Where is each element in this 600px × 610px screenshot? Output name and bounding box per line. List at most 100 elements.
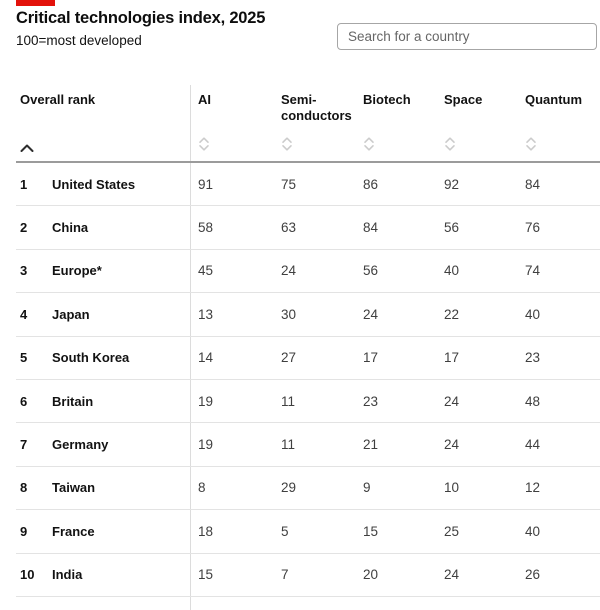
country-cell: Japan xyxy=(52,306,90,322)
column-header[interactable]: Biotech xyxy=(355,85,436,161)
value-cell: 24 xyxy=(444,393,460,409)
value-cell: 76 xyxy=(525,220,541,236)
sort-unsorted-icon[interactable] xyxy=(525,136,600,152)
table-row: 8 Taiwan 8 29 9 10 12 xyxy=(16,467,600,511)
value-cell: 12 xyxy=(525,480,541,496)
value-cell: 17 xyxy=(363,350,379,366)
country-cell: Taiwan xyxy=(52,480,96,496)
value-cell: 86 xyxy=(363,176,379,192)
value-cell: 84 xyxy=(525,176,541,192)
table-header-row: Overall rank AI Semi-conductors Biot xyxy=(16,85,600,163)
value-cell: 63 xyxy=(281,220,297,236)
rank-cell: 2 xyxy=(20,220,28,236)
column-header-label: Overall rank xyxy=(20,92,96,107)
table-row: 1 United States 91 75 86 92 84 xyxy=(16,163,600,207)
column-header-label: Space xyxy=(444,92,483,107)
sort-unsorted-icon[interactable] xyxy=(444,136,517,152)
value-cell: 14 xyxy=(198,350,214,366)
table-row: 4 Japan 13 30 24 22 40 xyxy=(16,293,600,337)
country-cell: India xyxy=(52,567,83,583)
column-header[interactable]: Quantum xyxy=(517,85,600,161)
value-cell: 23 xyxy=(363,393,379,409)
country-cell: France xyxy=(52,523,95,539)
value-cell: 48 xyxy=(525,393,541,409)
rank-cell: 9 xyxy=(20,523,28,539)
value-cell: 15 xyxy=(198,567,214,583)
country-cell: China xyxy=(52,220,89,236)
column-header[interactable]: Semi-conductors xyxy=(273,85,355,161)
column-header-label: Quantum xyxy=(525,92,583,107)
rank-country-cell: 9 France xyxy=(16,524,190,539)
rank-country-cell: 4 Japan xyxy=(16,307,190,322)
page-subtitle: 100=most developed xyxy=(16,33,142,48)
table-row: 10 India 15 7 20 24 26 xyxy=(16,554,600,597)
rank-cell: 8 xyxy=(20,480,28,496)
value-cell: 5 xyxy=(281,523,289,539)
value-cell: 45 xyxy=(198,263,214,279)
value-cell: 19 xyxy=(198,437,214,453)
value-cell: 40 xyxy=(525,306,541,322)
value-cell: 24 xyxy=(281,263,297,279)
value-cell: 56 xyxy=(444,220,460,236)
country-cell: Europe* xyxy=(52,263,102,279)
value-cell: 44 xyxy=(525,437,541,453)
table-body: 1 United States 91 75 86 92 84 2 China 5… xyxy=(16,163,600,597)
value-cell: 17 xyxy=(444,350,460,366)
rank-cell: 4 xyxy=(20,306,28,322)
ranking-table: Overall rank AI Semi-conductors Biot xyxy=(16,85,600,597)
rank-country-cell: 6 Britain xyxy=(16,394,190,409)
value-cell: 84 xyxy=(363,220,379,236)
country-cell: United States xyxy=(52,176,136,192)
column-header[interactable]: Space xyxy=(436,85,517,161)
rank-cell: 7 xyxy=(20,437,28,453)
rank-country-cell: 10 India xyxy=(16,567,190,582)
value-cell: 11 xyxy=(281,437,296,453)
value-cell: 8 xyxy=(198,480,206,496)
value-cell: 58 xyxy=(198,220,214,236)
rank-country-cell: 7 Germany xyxy=(16,437,190,452)
rank-cell: 6 xyxy=(20,393,28,409)
column-divider xyxy=(190,85,191,610)
sort-ascending-icon[interactable] xyxy=(20,136,190,152)
value-cell: 92 xyxy=(444,176,460,192)
value-cell: 26 xyxy=(525,567,541,583)
table-row: 7 Germany 19 11 21 24 44 xyxy=(16,423,600,467)
rank-cell: 3 xyxy=(20,263,28,279)
value-cell: 21 xyxy=(363,437,379,453)
search-input[interactable] xyxy=(337,23,597,50)
column-header-overall-rank[interactable]: Overall rank xyxy=(16,85,190,161)
value-cell: 19 xyxy=(198,393,214,409)
value-cell: 56 xyxy=(363,263,379,279)
country-cell: South Korea xyxy=(52,350,130,366)
rank-cell: 5 xyxy=(20,350,28,366)
rank-country-cell: 1 United States xyxy=(16,177,190,192)
sort-unsorted-icon[interactable] xyxy=(281,136,355,152)
value-cell: 22 xyxy=(444,306,460,322)
value-cell: 7 xyxy=(281,567,289,583)
table-row: 2 China 58 63 84 56 76 xyxy=(16,206,600,250)
value-cell: 20 xyxy=(363,567,379,583)
value-cell: 11 xyxy=(281,393,296,409)
value-cell: 29 xyxy=(281,480,297,496)
value-cell: 40 xyxy=(525,523,541,539)
value-cell: 23 xyxy=(525,350,541,366)
value-cell: 24 xyxy=(444,437,460,453)
value-cell: 40 xyxy=(444,263,460,279)
rank-country-cell: 5 South Korea xyxy=(16,350,190,365)
sort-unsorted-icon[interactable] xyxy=(363,136,436,152)
value-cell: 74 xyxy=(525,263,541,279)
value-cell: 27 xyxy=(281,350,297,366)
value-cell: 24 xyxy=(363,306,379,322)
column-header-label: Semi-conductors xyxy=(281,92,352,124)
rank-cell: 1 xyxy=(20,176,28,192)
column-header[interactable]: AI xyxy=(190,85,273,161)
country-cell: Germany xyxy=(52,437,109,453)
value-cell: 10 xyxy=(444,480,460,496)
table-row: 5 South Korea 14 27 17 17 23 xyxy=(16,337,600,380)
table-row: 6 Britain 19 11 23 24 48 xyxy=(16,380,600,424)
value-cell: 9 xyxy=(363,480,371,496)
country-cell: Britain xyxy=(52,393,94,409)
sort-unsorted-icon[interactable] xyxy=(198,136,273,152)
value-cell: 30 xyxy=(281,306,297,322)
rank-cell: 10 xyxy=(20,567,35,583)
